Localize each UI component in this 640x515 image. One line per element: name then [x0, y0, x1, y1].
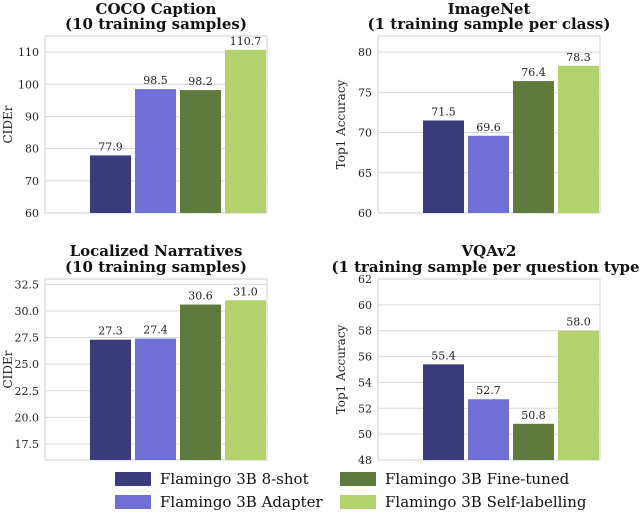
bar [225, 49, 266, 213]
chart-panel-3: Localized Narratives(10 training samples… [1, 242, 268, 461]
y-tick-label: 20.0 [15, 411, 40, 424]
y-tick-label: 27.5 [15, 332, 40, 345]
bar [135, 338, 176, 460]
chart-title: COCO Caption [96, 0, 217, 18]
y-axis-label: Top1 Accuracy [334, 324, 348, 414]
chart-subtitle: (10 training samples) [65, 258, 247, 276]
chart-subtitle: (1 training sample per question type) [331, 258, 640, 276]
bar [225, 300, 266, 460]
legend-label: Flamingo 3B Fine-tuned [385, 470, 570, 488]
legend-swatch [115, 495, 151, 509]
bar [423, 120, 464, 213]
y-tick-label: 60 [25, 207, 39, 220]
y-tick-label: 70 [25, 175, 39, 188]
bar [90, 339, 131, 460]
chart-panel-4: VQAv2(1 training sample per question typ… [331, 242, 640, 467]
bar-value-label: 27.4 [143, 324, 168, 337]
legend-swatch [340, 472, 376, 486]
legend-label: Flamingo 3B Adapter [160, 493, 323, 511]
y-tick-label: 62 [358, 273, 372, 286]
chart-subtitle: (10 training samples) [65, 15, 247, 33]
bar-value-label: 71.5 [431, 105, 456, 118]
chart-subtitle: (1 training sample per class) [368, 15, 611, 33]
legend-swatch [115, 472, 151, 486]
y-tick-label: 54 [358, 376, 372, 389]
y-tick-label: 22.5 [15, 385, 40, 398]
y-tick-label: 75 [358, 86, 372, 99]
bar [180, 90, 221, 213]
y-tick-label: 65 [358, 167, 372, 180]
bar-value-label: 27.3 [98, 325, 123, 338]
y-tick-label: 80 [25, 143, 39, 156]
y-tick-label: 70 [358, 127, 372, 140]
bar [468, 135, 509, 213]
bar-value-label: 30.6 [188, 290, 213, 303]
bar [180, 304, 221, 460]
legend: Flamingo 3B 8-shot Flamingo 3B Adapter Fla… [115, 470, 587, 511]
legend-label: Flamingo 3B Self-labelling [385, 493, 587, 511]
bar-value-label: 31.0 [233, 285, 258, 298]
bar-value-label: 77.9 [98, 140, 123, 153]
chart-title: VQAv2 [461, 242, 517, 260]
bar [558, 330, 599, 460]
y-tick-label: 56 [358, 351, 372, 364]
y-tick-label: 90 [25, 110, 39, 123]
bar [558, 65, 599, 213]
y-tick-label: 52 [358, 402, 372, 415]
legend-label: Flamingo 3B 8-shot [160, 470, 309, 488]
chart-panel-2: ImageNet(1 training sample per class) 60 6… [334, 0, 610, 220]
y-tick-label: 110 [18, 46, 39, 59]
bar [90, 155, 131, 213]
y-tick-label: 58 [358, 325, 372, 338]
y-tick-label: 32.5 [15, 278, 40, 291]
y-tick-label: 60 [358, 207, 372, 220]
bar [135, 89, 176, 213]
bar-value-label: 76.4 [521, 66, 546, 79]
bar-value-label: 98.2 [188, 75, 213, 88]
bar-value-label: 52.7 [476, 384, 501, 397]
bar-value-label: 78.3 [566, 51, 591, 64]
chart-title: ImageNet [448, 0, 531, 18]
bar-value-label: 55.4 [431, 349, 456, 362]
y-tick-label: 100 [18, 78, 39, 91]
y-axis-label: CIDEr [1, 105, 15, 143]
bar-value-label: 98.5 [143, 74, 168, 87]
y-tick-label: 17.5 [15, 438, 40, 451]
bar [423, 364, 464, 460]
bar [513, 81, 554, 214]
chart-panel-1: COCO Caption(10 training samples) 60 70 80 9… [1, 0, 268, 220]
bar [468, 399, 509, 460]
y-tick-label: 50 [358, 428, 372, 441]
bar-value-label: 69.6 [476, 121, 501, 134]
y-tick-label: 25.0 [15, 358, 40, 371]
bar-value-label: 58.0 [566, 316, 591, 329]
y-axis-label: CIDEr [1, 350, 15, 388]
y-axis-label: Top1 Accuracy [334, 79, 348, 169]
y-tick-label: 60 [358, 299, 372, 312]
y-tick-label: 30.0 [15, 305, 40, 318]
chart-title: Localized Narratives [70, 242, 243, 260]
legend-swatch [340, 495, 376, 509]
y-tick-label: 48 [358, 454, 372, 467]
bar-value-label: 50.8 [521, 409, 546, 422]
y-tick-label: 80 [358, 46, 372, 59]
bar [513, 423, 554, 460]
bar-value-label: 110.7 [230, 35, 262, 48]
